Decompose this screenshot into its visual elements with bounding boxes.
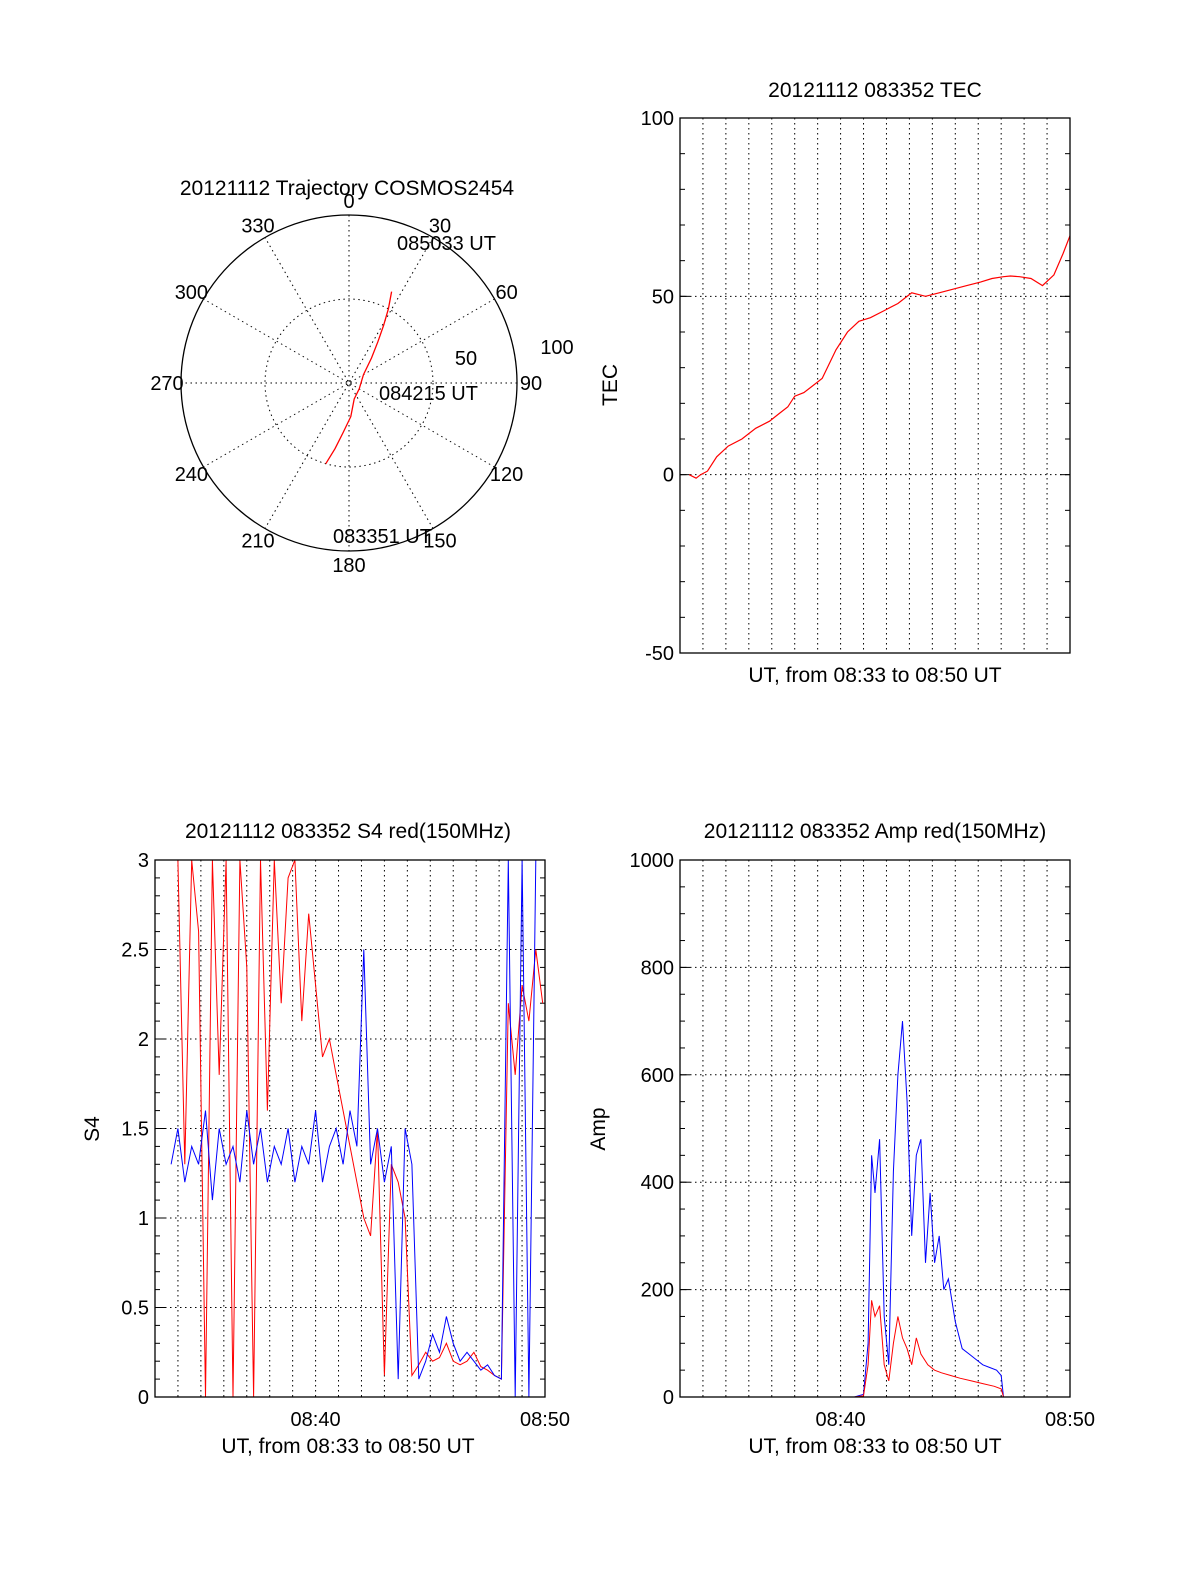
satellite-trajectory-line <box>325 291 393 465</box>
s4-ytick-label-3: 3 <box>138 850 149 872</box>
s4-x-axis-label: UT, from 08:33 to 08:50 UT <box>221 1435 474 1458</box>
polar-azimuth-label-150: 150 <box>423 531 456 553</box>
polar-azimuth-label-0: 0 <box>343 191 354 213</box>
s4-ytick-label-1: 1 <box>138 1208 149 1230</box>
tec-plot-frame <box>679 117 1071 654</box>
s4-gridlines <box>155 859 545 1398</box>
s4-red-series-line <box>177 859 544 1398</box>
s4-x-tick-labels: 08:40 08:50 <box>291 1409 570 1431</box>
s4-y-tick-labels: 3 2.5 2 1.5 1 0.5 0 <box>121 850 149 1409</box>
amp-red-series-line <box>696 1300 1070 1398</box>
polar-radius-label-100: 100 <box>540 337 573 359</box>
amp-panel: 20121112 083352 Amp red(150MHz) 1000 800 6… <box>587 820 1095 1458</box>
polar-radius-label-50: 50 <box>455 348 477 370</box>
polar-spoke-60 <box>203 298 495 468</box>
s4-ytick-label-1.5: 1.5 <box>121 1119 149 1141</box>
s4-ytick-label-2.5: 2.5 <box>121 940 149 962</box>
tec-y-axis-label: TEC <box>599 364 622 406</box>
polar-azimuth-label-60: 60 <box>495 282 517 304</box>
amp-ytick-label-800: 800 <box>641 957 674 979</box>
s4-ytick-label-2: 2 <box>138 1029 149 1051</box>
s4-panel: 20121112 083352 S4 red(150MHz) 3 2.5 2 1.5 1… <box>81 820 570 1458</box>
tec-title: 20121112 083352 TEC <box>768 79 982 102</box>
amp-x-tick-labels: 08:40 08:50 <box>816 1409 1095 1431</box>
tec-panel: 20121112 083352 TEC 100 50 0 -50 TEC UT, fr… <box>599 79 1071 687</box>
amp-ytick-label-0: 0 <box>663 1387 674 1409</box>
polar-azimuth-label-30: 30 <box>429 215 451 237</box>
amp-y-tick-labels: 1000 800 600 400 200 0 <box>630 850 675 1409</box>
trajectory-polar-panel: 20121112 Trajectory COSMOS2454 0 30 60 90 12… <box>150 177 573 577</box>
polar-title: 20121112 Trajectory COSMOS2454 <box>180 177 515 200</box>
amp-xtick-label-0850: 08:50 <box>1045 1409 1095 1431</box>
tec-gridlines <box>680 117 1070 654</box>
tec-x-axis-label: UT, from 08:33 to 08:50 UT <box>748 664 1001 687</box>
polar-azimuth-label-330: 330 <box>241 215 274 237</box>
polar-inner-ring <box>264 298 434 468</box>
amp-title: 20121112 083352 Amp red(150MHz) <box>704 820 1046 843</box>
polar-azimuth-label-240: 240 <box>175 464 208 486</box>
amp-ytick-label-400: 400 <box>641 1172 674 1194</box>
polar-azimuth-label-120: 120 <box>490 464 523 486</box>
polar-azimuth-label-180: 180 <box>332 555 365 577</box>
s4-plot-frame <box>154 859 546 1398</box>
s4-y-axis-label: S4 <box>81 1116 104 1142</box>
tec-ytick-label--50: -50 <box>645 643 674 665</box>
polar-spoke-120 <box>203 298 495 468</box>
amp-blue-series-line <box>696 1021 1070 1398</box>
amp-x-axis-label: UT, from 08:33 to 08:50 UT <box>748 1435 1001 1458</box>
s4-xtick-label-0840: 08:40 <box>291 1409 341 1431</box>
amp-ytick-label-1000: 1000 <box>630 850 675 872</box>
trajectory-start-time-label: 083351 UT <box>333 526 432 548</box>
amp-plot-frame <box>679 859 1071 1398</box>
s4-xtick-label-0850: 08:50 <box>520 1409 570 1431</box>
polar-azimuth-labels: 0 30 60 90 120 150 180 210 240 270 300 330 <box>150 191 542 577</box>
s4-ytick-label-0: 0 <box>138 1387 149 1409</box>
trajectory-mid-time-label: 084215 UT <box>379 383 478 405</box>
amp-xtick-label-0840: 08:40 <box>816 1409 866 1431</box>
amp-ytick-label-200: 200 <box>641 1280 674 1302</box>
polar-azimuth-label-300: 300 <box>175 282 208 304</box>
s4-ytick-label-0.5: 0.5 <box>121 1298 149 1320</box>
polar-spoke-150 <box>264 237 434 529</box>
polar-spokes <box>181 215 517 551</box>
s4-blue-series-line <box>170 859 543 1398</box>
tec-y-tick-labels: 100 50 0 -50 <box>641 108 674 665</box>
tec-ytick-label-50: 50 <box>652 286 674 308</box>
tec-ytick-label-0: 0 <box>663 465 674 487</box>
polar-azimuth-label-210: 210 <box>241 531 274 553</box>
polar-azimuth-label-270: 270 <box>150 373 183 395</box>
tec-ytick-label-100: 100 <box>641 108 674 130</box>
amp-y-axis-label: Amp <box>587 1107 610 1150</box>
polar-azimuth-label-90: 90 <box>520 373 542 395</box>
amp-gridlines <box>680 859 1070 1398</box>
amp-ytick-label-600: 600 <box>641 1065 674 1087</box>
s4-title: 20121112 083352 S4 red(150MHz) <box>185 820 511 843</box>
trajectory-end-time-label: 085033 UT <box>397 233 496 255</box>
polar-spoke-30 <box>264 237 434 529</box>
tec-series-line <box>688 235 1071 479</box>
